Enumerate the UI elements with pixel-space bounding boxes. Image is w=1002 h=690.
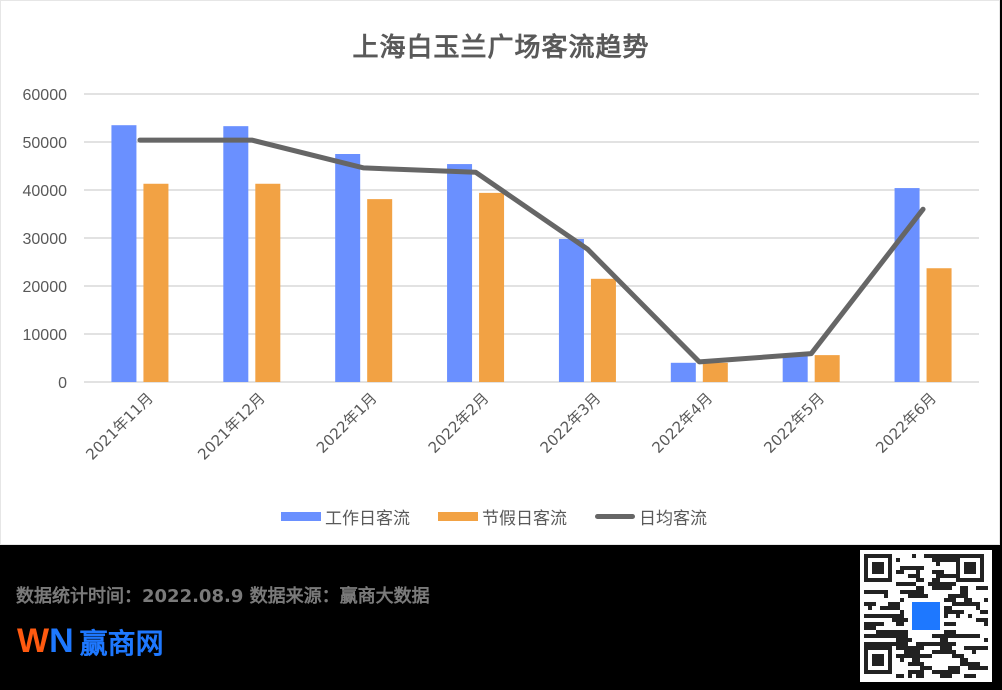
- winshang-logo: W N 赢商网: [17, 624, 164, 658]
- data-source-text: 数据统计时间：2022.08.9 数据来源：赢商大数据: [16, 586, 430, 607]
- legend-label-average: 日均客流: [639, 509, 707, 529]
- bar-workday: [335, 154, 361, 382]
- x-tick-label: 2022年5月: [760, 389, 828, 457]
- legend-label-holiday: 节假日客流: [482, 509, 567, 529]
- chart-legend: 工作日客流 节假日客流 日均客流: [281, 504, 707, 529]
- bar-workday: [558, 238, 584, 382]
- x-tick-label: 2022年1月: [313, 389, 381, 457]
- y-tick-label: 50000: [23, 135, 68, 152]
- logo-w: W: [17, 622, 50, 660]
- legend-swatch-workday: [281, 512, 321, 521]
- x-tick-label: 2022年2月: [425, 389, 493, 457]
- legend-item-holiday: 节假日客流: [438, 504, 567, 529]
- x-tick-label: 2022年3月: [537, 389, 605, 457]
- legend-swatch-holiday: [438, 512, 478, 521]
- y-tick-label: 20000: [23, 279, 68, 296]
- y-tick-label: 40000: [23, 183, 68, 200]
- bar-holiday: [702, 362, 728, 382]
- bar-workday: [111, 125, 137, 382]
- legend-swatch-average: [595, 514, 635, 519]
- bar-holiday: [590, 278, 616, 382]
- x-tick-label: 2021年12月: [194, 389, 268, 463]
- logo-text: 赢商网: [79, 627, 164, 660]
- y-tick-label: 0: [58, 375, 67, 392]
- bar-holiday: [926, 268, 952, 382]
- legend-item-workday: 工作日客流: [281, 504, 410, 529]
- y-tick-label: 60000: [23, 87, 68, 104]
- chart-card: 上海白玉兰广场客流趋势 0 10000 20000 30000 40000 50000 60…: [0, 0, 1000, 545]
- legend-item-average: 日均客流: [595, 504, 707, 529]
- bar-workday: [223, 126, 249, 382]
- legend-label-workday: 工作日客流: [325, 509, 410, 529]
- x-tick-label: 2021年11月: [82, 389, 156, 463]
- qr-code[interactable]: [860, 550, 992, 682]
- line-average: [137, 137, 926, 365]
- y-tick-label: 10000: [23, 327, 68, 344]
- bar-holiday: [814, 355, 840, 382]
- x-tick-label: 2022年6月: [872, 389, 940, 457]
- bar-workday: [447, 164, 473, 382]
- bar-holiday: [479, 192, 505, 382]
- chart-plot: 0 10000 20000 30000 40000 50000 60000 2021年11月 2…: [23, 87, 979, 464]
- bar-holiday: [143, 183, 169, 382]
- bar-workday: [782, 356, 808, 382]
- bar-workday: [670, 362, 696, 382]
- x-tick-label: 2022年4月: [648, 389, 716, 457]
- bar-holiday: [367, 199, 393, 382]
- y-tick-label: 30000: [23, 231, 68, 248]
- bar-holiday: [255, 183, 281, 382]
- chart-title: 上海白玉兰广场客流趋势: [352, 33, 650, 63]
- logo-n: N: [49, 622, 74, 660]
